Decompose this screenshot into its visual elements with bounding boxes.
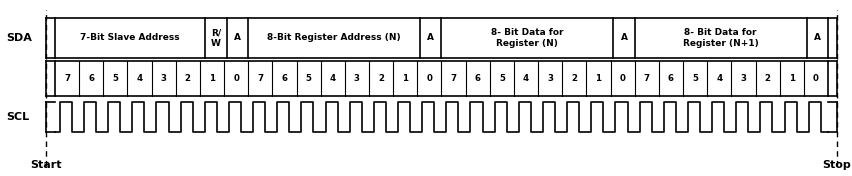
Text: 6: 6 [88,74,94,83]
Text: 3: 3 [354,74,360,83]
Text: 6: 6 [475,74,481,83]
Text: 8- Bit Data for
Register (N+1): 8- Bit Data for Register (N+1) [682,28,757,48]
Text: 7: 7 [450,74,456,83]
Text: 6: 6 [281,74,287,83]
Text: Start: Start [30,160,61,170]
Text: 4: 4 [716,74,722,83]
Text: 2: 2 [571,74,577,83]
Text: 5: 5 [691,74,697,83]
Text: 2: 2 [377,74,383,83]
Text: 1: 1 [402,74,408,83]
Text: 5: 5 [305,74,311,83]
Text: 3: 3 [547,74,553,83]
Text: 0: 0 [426,74,432,83]
Text: 0: 0 [812,74,818,83]
Text: 6: 6 [667,74,673,83]
Text: Stop: Stop [821,160,850,170]
Text: 8-Bit Register Address (N): 8-Bit Register Address (N) [267,33,400,42]
Text: 1: 1 [788,74,794,83]
Text: A: A [619,33,627,42]
Text: A: A [233,33,241,42]
Text: SDA: SDA [6,33,32,43]
Text: 7-Bit Slave Address: 7-Bit Slave Address [80,33,180,42]
Text: A: A [427,33,434,42]
Text: 7: 7 [643,74,649,83]
Text: 4: 4 [522,74,528,83]
Text: 5: 5 [112,74,118,83]
Text: 1: 1 [595,74,601,83]
Bar [55,18,827,58]
Text: 7: 7 [257,74,263,83]
Text: 3: 3 [740,74,746,83]
Text: 0: 0 [619,74,625,83]
Text: 0: 0 [233,74,239,83]
Text: SCL: SCL [6,112,29,122]
Text: 2: 2 [763,74,769,83]
Text: 3: 3 [160,74,166,83]
Text: 5: 5 [498,74,504,83]
Text: 7: 7 [64,74,70,83]
Text: 8- Bit Data for
Register (N): 8- Bit Data for Register (N) [491,28,563,48]
Text: R/
W: R/ W [210,28,221,48]
Text: 2: 2 [185,74,191,83]
Text: 4: 4 [136,74,142,83]
Text: 1: 1 [209,74,215,83]
Text: 4: 4 [330,74,336,83]
Bar [55,61,827,96]
Text: A: A [813,33,820,42]
